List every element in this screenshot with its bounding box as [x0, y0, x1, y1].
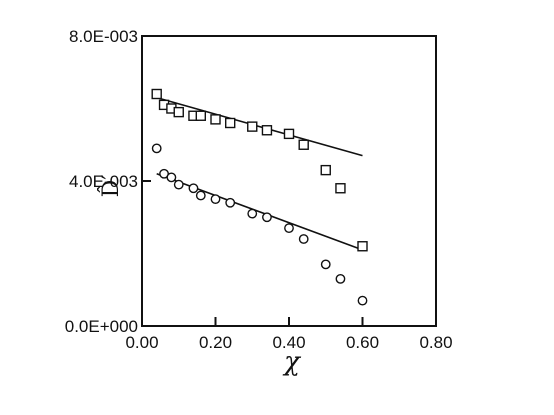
circle-marker	[173, 179, 184, 190]
square-marker	[357, 241, 368, 252]
fit-line-circle	[156, 172, 363, 251]
square-marker	[247, 121, 258, 132]
x-tick-label: 0.60	[346, 333, 379, 352]
circle-marker	[166, 172, 177, 183]
square-marker	[224, 117, 236, 129]
circle-marker	[284, 223, 294, 234]
circle-marker	[335, 273, 346, 284]
square-marker	[283, 128, 295, 140]
x-tick-label: 0.40	[272, 333, 305, 352]
axis-ticks	[141, 35, 437, 327]
square-marker	[195, 110, 207, 121]
y-axis-title: D̂′	[98, 175, 124, 198]
circle-marker	[357, 295, 368, 306]
fit-lines	[156, 96, 363, 251]
circle-marker	[188, 183, 199, 194]
plot-frame	[141, 35, 437, 327]
x-tick-label: 0.00	[125, 333, 158, 352]
square-marker	[173, 106, 184, 118]
circle-marker	[195, 190, 206, 201]
square-marker	[261, 125, 273, 136]
circle-marker	[298, 234, 309, 244]
square-marker	[298, 139, 309, 150]
square-marker	[335, 183, 346, 194]
fit-line-square	[156, 96, 363, 157]
x-axis-title: χ	[282, 347, 302, 377]
circle-marker	[225, 197, 236, 208]
square-marker	[151, 88, 162, 100]
y-tick-label: 8.0E-003	[69, 27, 138, 46]
x-tick-label: 0.20	[199, 333, 232, 352]
square-marker	[210, 114, 221, 125]
y-tick-label: 0.0E+000	[65, 317, 138, 336]
tick-labels: 0.00 0.20 0.40 0.60 0.80 0.0E+000 4.0E-003 8.0E…	[65, 27, 453, 352]
square-marker	[320, 164, 331, 176]
data-markers	[151, 88, 368, 306]
x-tick-label: 0.80	[419, 333, 452, 352]
circle-marker	[262, 212, 272, 223]
circle-marker	[320, 259, 331, 270]
y-tick-label: 4.0E-003	[69, 172, 138, 191]
circle-marker	[210, 194, 221, 205]
circle-marker	[151, 143, 162, 154]
circle-marker	[247, 208, 258, 219]
